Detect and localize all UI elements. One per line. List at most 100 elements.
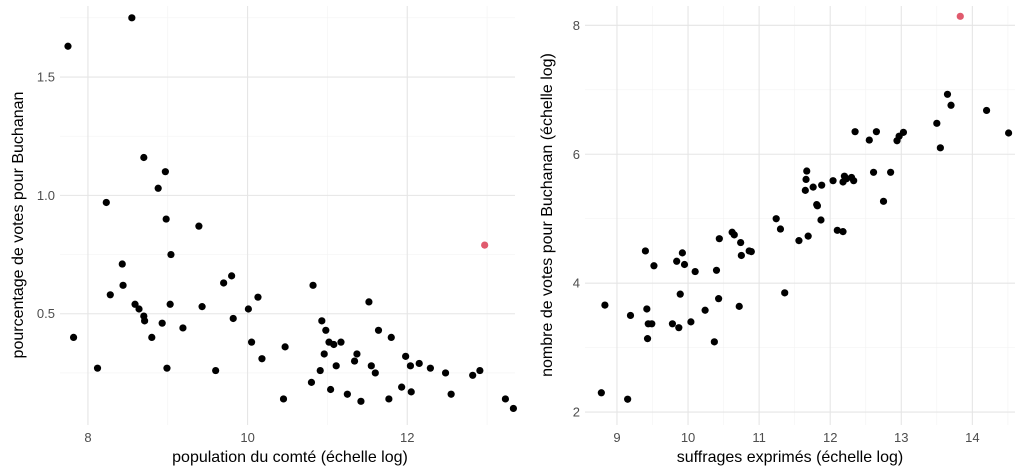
right-data-point: [776, 225, 785, 233]
left-data-point: [93, 364, 102, 372]
right-data-point: [624, 395, 632, 403]
left-data-point: [501, 395, 510, 403]
right-data-point: [643, 305, 651, 313]
right-data-point: [803, 167, 811, 175]
left-data-point: [244, 305, 252, 313]
left-scatter-panel: 8 10 12 0.5 1.0 1.5 population du comté (éche…: [10, 6, 518, 466]
right-data-point: [678, 249, 686, 257]
left-y-tick-label: 1.5: [37, 70, 55, 85]
left-data-point: [279, 395, 288, 403]
left-data-point: [350, 357, 359, 365]
left-data-point: [415, 359, 423, 368]
left-data-point: [228, 272, 236, 280]
right-data-point: [781, 289, 789, 297]
left-data-point: [332, 362, 340, 370]
left-x-tick-label: 8: [84, 430, 91, 445]
left-data-point: [198, 303, 206, 311]
left-data-point: [447, 390, 455, 398]
right-x-tick-label: 10: [681, 430, 695, 445]
left-data-point: [118, 260, 126, 268]
right-data-point: [715, 295, 723, 303]
right-data-point: [737, 251, 745, 260]
left-data-point: [476, 366, 484, 375]
right-data-point: [809, 183, 817, 191]
right-y-tick-label: 6: [573, 147, 580, 162]
left-data-point: [398, 383, 406, 391]
left-data-point: [135, 305, 143, 313]
right-data-point: [872, 128, 881, 136]
left-data-point: [320, 350, 328, 358]
right-data-point: [818, 181, 826, 189]
right-data-point: [839, 228, 847, 236]
left-data-point: [69, 333, 78, 342]
left-data-point: [327, 385, 335, 394]
right-data-point: [899, 128, 908, 136]
right-data-point: [680, 260, 689, 269]
right-data-point: [710, 338, 718, 346]
right-data-point: [650, 262, 658, 270]
right-data-point: [887, 168, 895, 176]
right-data-point: [879, 197, 888, 205]
left-data-point: [426, 364, 434, 372]
right-data-point: [648, 320, 656, 328]
right-data-point: [601, 301, 609, 309]
right-data-point: [817, 216, 825, 224]
left-data-point: [229, 314, 237, 323]
right-data-point: [795, 237, 803, 245]
left-data-point: [367, 362, 375, 370]
right-data-point: [597, 389, 605, 397]
left-data-point: [161, 168, 169, 176]
left-data-point: [316, 366, 324, 375]
right-data-point: [813, 202, 822, 210]
right-y-tick-label: 2: [573, 405, 580, 420]
left-data-point: [247, 338, 256, 346]
right-data-point: [802, 175, 810, 184]
left-x-tick-label: 10: [240, 430, 254, 445]
left-data-point: [374, 326, 383, 334]
right-scatter-panel: 9 10 11 12 13 14 2 4 6 8 suffrages exprimés (éche…: [539, 6, 1015, 466]
right-x-tick-label: 11: [752, 430, 766, 445]
right-data-point: [641, 247, 650, 255]
right-data-point: [730, 231, 738, 239]
left-data-point: [509, 404, 518, 413]
left-data-point: [307, 378, 316, 386]
left-data-point: [106, 291, 114, 299]
left-data-point: [212, 366, 220, 375]
right-data-point: [643, 335, 652, 343]
right-data-point: [943, 90, 952, 98]
right-data-point: [865, 136, 873, 144]
right-data-point: [668, 320, 677, 328]
right-y-tick-label: 8: [573, 18, 580, 33]
left-data-point: [179, 324, 187, 332]
right-data-point: [712, 266, 721, 274]
right-data-point: [737, 238, 745, 247]
right-data-point: [804, 232, 812, 240]
left-y-axis-title: pourcentage de votes pour Buchanan: [10, 92, 27, 359]
right-data-point: [833, 226, 841, 234]
left-data-point: [220, 279, 228, 287]
left-x-axis-title: population du comté (échelle log): [172, 449, 408, 466]
left-data-point: [407, 388, 415, 396]
left-data-point: [64, 42, 72, 50]
right-data-point: [936, 144, 944, 152]
left-data-point: [371, 369, 379, 377]
right-data-point: [687, 318, 695, 326]
left-data-point: [195, 222, 203, 230]
left-data-point: [309, 281, 317, 289]
right-data-point: [691, 267, 699, 276]
right-data-point: [701, 306, 709, 314]
right-data-point: [869, 168, 878, 176]
right-data-point: [933, 119, 941, 127]
right-data-point: [1005, 129, 1013, 137]
left-data-point: [365, 298, 373, 306]
left-data-point: [353, 350, 361, 358]
left-y-tick-label: 1.0: [37, 188, 55, 203]
right-data-point: [801, 186, 809, 194]
right-y-axis-title: nombre de votes pour Buchanan (échelle l…: [539, 53, 556, 377]
left-highlighted-point: [481, 241, 489, 249]
left-data-point: [387, 333, 395, 342]
right-data-point: [715, 235, 723, 243]
left-data-point: [163, 364, 171, 372]
right-data-point: [676, 290, 684, 298]
right-data-point: [673, 257, 681, 265]
